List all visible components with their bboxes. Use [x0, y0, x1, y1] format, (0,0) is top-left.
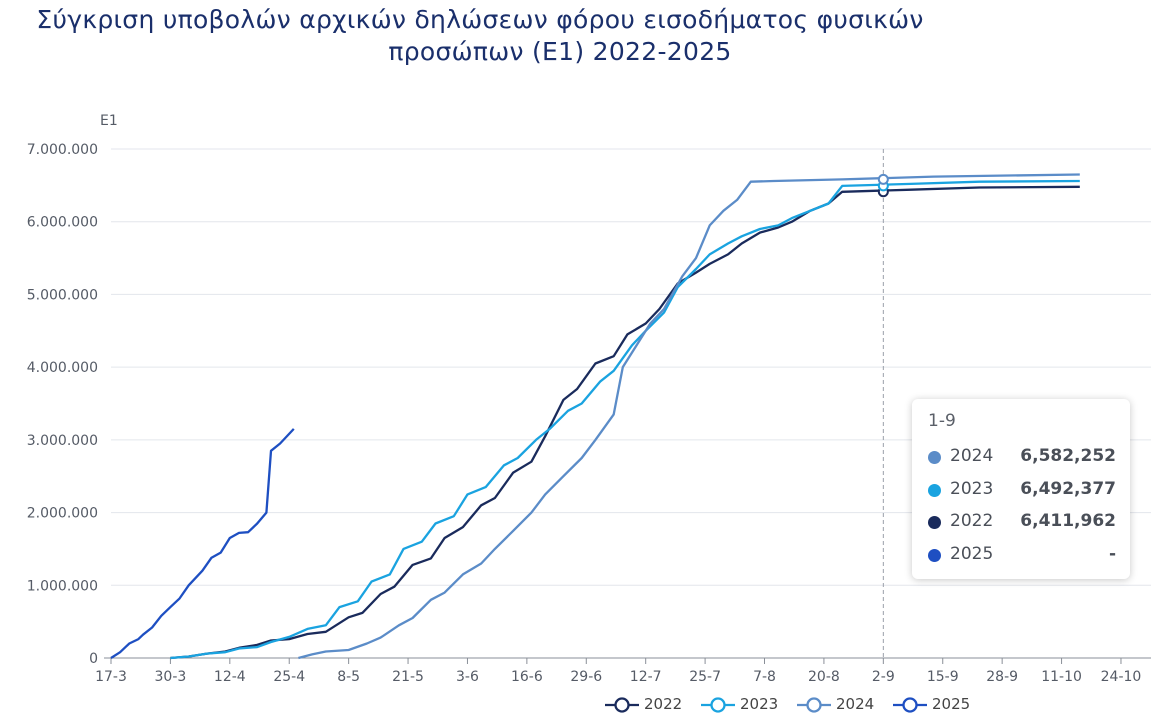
- y-tick-label: 7.000.000: [27, 142, 98, 158]
- tooltip-series-name: 2022: [950, 511, 994, 531]
- tooltip-row-2024: 2024 6,582,252: [928, 446, 1116, 470]
- tooltip-series-name: 2023: [950, 478, 994, 499]
- x-tick-label: 21-5: [392, 669, 424, 685]
- legend-line-circle-icon: [605, 697, 639, 713]
- chart-title: Σύγκριση υποβολών αρχικών δηλώσεων φόρου…: [0, 4, 960, 68]
- x-tick-label: 11-10: [1041, 669, 1082, 685]
- chart-title-line-2: προσώπων (Ε1) 2022-2025: [388, 37, 732, 66]
- chart-title-line-1: Σύγκριση υποβολών αρχικών δηλώσεων φόρου…: [36, 5, 924, 34]
- x-tick-label: 7-8: [753, 669, 776, 685]
- legend-label: 2025: [932, 695, 971, 713]
- x-tick-label: 16-6: [511, 669, 543, 685]
- tooltip-series-name: 2024: [950, 446, 994, 466]
- x-tick-label: 3-6: [456, 669, 479, 685]
- legend-label: 2024: [836, 695, 875, 713]
- x-tick-label: 15-9: [927, 669, 959, 685]
- series-line-2022[interactable]: [170, 185, 1080, 660]
- y-tick-label: 4.000.000: [27, 360, 98, 376]
- x-tick-label: 30-3: [155, 669, 187, 685]
- series-line-2024[interactable]: [298, 173, 1080, 660]
- hover-marker-2024: [877, 173, 889, 185]
- x-tick-label: 17-3: [95, 669, 127, 685]
- legend-line-circle-icon: [797, 697, 831, 713]
- y-tick-label: 5.000.000: [27, 287, 98, 303]
- tooltip-series-value: 6,411,962: [1020, 511, 1116, 531]
- tooltip-series-value: 6,582,252: [1020, 446, 1116, 466]
- tooltip-series-name: 2025: [950, 543, 994, 564]
- y-tick-label: 2.000.000: [27, 506, 98, 522]
- x-tick-label: 28-9: [986, 669, 1018, 685]
- hover-tooltip: 1-9 2024 6,582,252 2023 6,492,377 2022 6,411,…: [912, 399, 1130, 579]
- series-line-2025[interactable]: [110, 428, 295, 659]
- legend-label: 2022: [644, 695, 683, 713]
- line-chart[interactable]: E1 0 1.000.000 2.000.000 3.000.000 4.000.000 5…: [0, 0, 1151, 690]
- tooltip-date: 1-9: [928, 411, 956, 431]
- legend-label: 2023: [740, 695, 779, 713]
- series-dot-icon: [928, 451, 941, 464]
- tooltip-series-value: -: [1108, 543, 1116, 564]
- series-dot-icon: [928, 548, 941, 562]
- x-tick-label: 2-9: [872, 669, 895, 685]
- y-tick-label: 0: [89, 651, 98, 667]
- tooltip-row-2023: 2023 6,492,377: [928, 479, 1116, 503]
- x-tick-label: 12-7: [630, 669, 662, 685]
- y-tick-label: 3.000.000: [27, 433, 98, 449]
- x-tick-label: 8-5: [337, 669, 360, 685]
- tooltip-row-2022: 2022 6,411,962: [928, 511, 1116, 535]
- x-tick-label: 12-4: [214, 669, 246, 685]
- y-tick-label: 1.000.000: [27, 578, 98, 594]
- series-dot-icon: [928, 483, 941, 497]
- x-tick-label: 24-10: [1101, 669, 1142, 685]
- x-tick-label: 25-4: [273, 669, 305, 685]
- x-tick-label: 29-6: [570, 669, 602, 685]
- x-tick-label: 20-8: [808, 669, 840, 685]
- series-dot-icon: [928, 516, 941, 529]
- y-tick-label: 6.000.000: [27, 215, 98, 231]
- tooltip-row-2025: 2025 -: [928, 544, 1116, 568]
- y-axis-title: E1: [100, 113, 118, 129]
- tooltip-series-value: 6,492,377: [1020, 478, 1116, 499]
- legend-line-circle-icon: [701, 697, 735, 713]
- legend-line-circle-icon: [893, 697, 927, 713]
- series-line-2023[interactable]: [170, 179, 1080, 660]
- x-tick-label: 25-7: [689, 669, 721, 685]
